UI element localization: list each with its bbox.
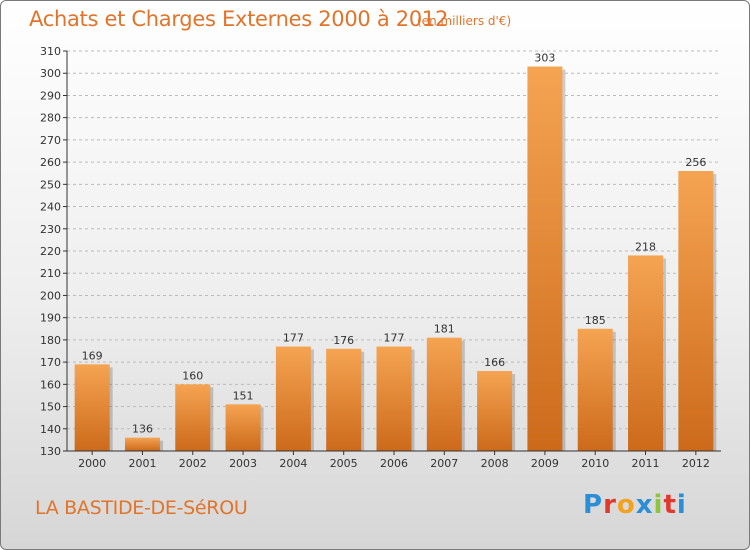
chart-title: Achats et Charges Externes 2000 à 2012 <box>29 7 449 31</box>
bar <box>527 66 563 452</box>
bar-value-label: 177 <box>283 332 304 345</box>
x-tick-label: 2004 <box>279 457 307 470</box>
logo-letter: P <box>583 490 604 520</box>
x-tick-label: 2003 <box>229 457 257 470</box>
bar <box>74 364 110 451</box>
x-tick-label: 2006 <box>380 457 408 470</box>
x-tick-label: 2011 <box>632 457 660 470</box>
chart-subtitle: (en milliers d'€) <box>417 14 512 28</box>
y-tick-label: 260 <box>40 156 61 169</box>
x-tick-label: 2000 <box>78 457 106 470</box>
x-tick-label: 2001 <box>128 457 156 470</box>
logo-letter: i <box>653 490 664 520</box>
x-tick-label: 2009 <box>531 457 559 470</box>
commune-name: LA BASTIDE-DE-SéROU <box>35 497 248 519</box>
bar <box>678 171 714 451</box>
bar-value-label: 218 <box>635 240 656 253</box>
bar-value-label: 169 <box>82 349 103 362</box>
proxiti-logo: Proxiti <box>583 490 687 520</box>
x-tick-label: 2010 <box>581 457 609 470</box>
bar-value-label: 166 <box>484 356 505 369</box>
bar <box>275 346 311 451</box>
bar-value-label: 303 <box>534 52 555 65</box>
bar-value-label: 176 <box>333 334 354 347</box>
logo-letter: r <box>603 490 617 520</box>
y-tick-label: 160 <box>40 378 61 391</box>
bar <box>124 437 160 451</box>
y-tick-label: 190 <box>40 312 61 325</box>
y-tick-label: 280 <box>40 112 61 125</box>
y-tick-label: 310 <box>40 45 61 58</box>
x-tick-label: 2002 <box>179 457 207 470</box>
bar-value-label: 160 <box>182 369 203 382</box>
logo-letter: i <box>676 490 687 520</box>
y-tick-label: 180 <box>40 334 61 347</box>
y-tick-label: 220 <box>40 245 61 258</box>
y-tick-label: 200 <box>40 289 61 302</box>
bar-value-label: 185 <box>585 314 606 327</box>
bar <box>628 255 664 451</box>
y-tick-label: 170 <box>40 356 61 369</box>
bar <box>175 384 211 451</box>
bar-value-label: 177 <box>384 332 405 345</box>
y-tick-label: 130 <box>40 445 61 458</box>
bar-value-label: 181 <box>434 323 455 336</box>
y-tick-label: 250 <box>40 178 61 191</box>
logo-letter: o <box>616 490 636 520</box>
y-tick-label: 240 <box>40 201 61 214</box>
x-tick-label: 2008 <box>481 457 509 470</box>
bar <box>376 346 412 451</box>
y-tick-label: 270 <box>40 134 61 147</box>
bar <box>326 348 362 451</box>
x-tick-label: 2012 <box>682 457 710 470</box>
x-tick-label: 2007 <box>430 457 458 470</box>
bar <box>577 328 613 451</box>
y-tick-label: 140 <box>40 423 61 436</box>
y-tick-label: 230 <box>40 223 61 236</box>
bar <box>426 337 462 451</box>
y-tick-label: 210 <box>40 267 61 280</box>
logo-letter: x <box>635 490 654 520</box>
bar-value-label: 136 <box>132 423 153 436</box>
x-tick-label: 2005 <box>330 457 358 470</box>
logo-letter: t <box>663 490 677 520</box>
y-tick-label: 290 <box>40 89 61 102</box>
bar-value-label: 256 <box>685 156 706 169</box>
bar <box>477 371 513 451</box>
y-tick-label: 150 <box>40 401 61 414</box>
bar <box>225 404 261 451</box>
bar-value-label: 151 <box>233 389 254 402</box>
y-tick-label: 300 <box>40 67 61 80</box>
